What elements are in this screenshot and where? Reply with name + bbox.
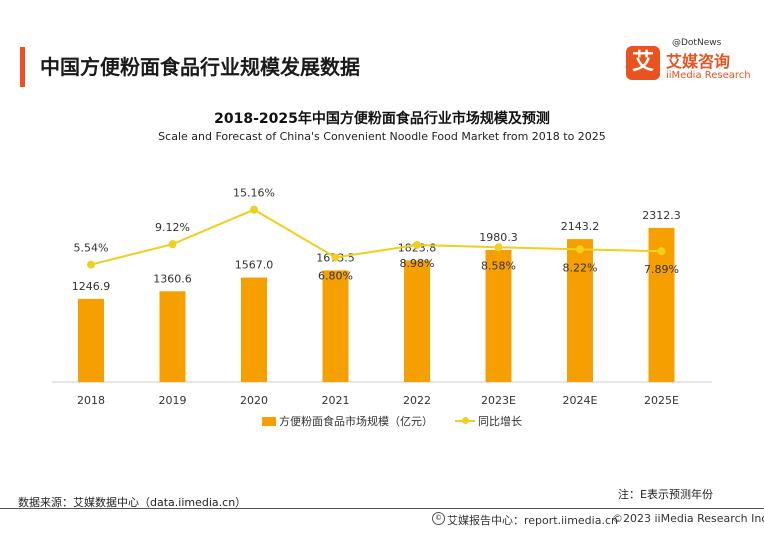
legend-bar-label: 方便粉面食品市场规模（亿元）	[279, 415, 433, 428]
brand-logo: 艾 艾媒咨询 iiMedia Research	[626, 46, 756, 90]
legend-line-swatch	[455, 417, 475, 424]
x-tick-2020: 2020	[240, 394, 268, 407]
bar-2018	[78, 298, 104, 382]
page-title: 中国方便粉面食品行业规模发展数据	[40, 55, 360, 79]
growth-label-2021: 6.80%	[318, 269, 353, 282]
copyright: ©2023 iiMedia Research Inc	[612, 512, 764, 525]
bar-2021	[322, 270, 349, 382]
bar-label-2023E: 1980.3	[479, 231, 518, 244]
watermark: @DotNews	[672, 38, 722, 48]
data-source: 数据来源：艾媒数据中心（data.iimedia.cn）	[18, 496, 247, 509]
bar-label-2024E: 2143.2	[561, 220, 600, 233]
growth-label-2020: 15.16%	[233, 187, 275, 200]
growth-point-2021	[331, 253, 340, 262]
bar-2019	[159, 291, 186, 382]
bar-2022	[404, 260, 430, 382]
growth-line	[90, 208, 662, 266]
title-accent-bar	[20, 47, 25, 87]
footer: © 艾媒报告中心：report.iimedia.cn ©2023 iiMedia…	[0, 512, 764, 530]
growth-point-2023E	[494, 243, 503, 252]
growth-label-2024E: 8.22%	[563, 261, 598, 274]
growth-label-2019: 9.12%	[155, 221, 190, 234]
chart-title: 2018-2025年中国方便粉面食品行业市场规模及预测	[214, 111, 550, 127]
bar-2023E	[485, 249, 512, 382]
growth-point-2018	[87, 260, 95, 269]
forecast-note: 注：E表示预测年份	[618, 488, 713, 501]
footer-divider	[0, 508, 764, 509]
growth-point-2022	[413, 240, 421, 249]
growth-label-2025E: 7.89%	[644, 263, 679, 276]
x-tick-2018: 2018	[77, 394, 105, 407]
legend-line-label: 同比增长	[478, 415, 522, 428]
x-tick-2023E: 2023E	[481, 394, 516, 407]
chart-legend: 方便粉面食品市场规模（亿元） 同比增长	[262, 413, 522, 429]
brand-name-en: iiMedia Research	[666, 70, 751, 81]
bar-label-2018: 1246.9	[72, 280, 111, 293]
copyright-icon: ©	[432, 512, 445, 525]
bar-label-2019: 1360.6	[153, 272, 192, 285]
growth-label-2023E: 8.58%	[481, 259, 516, 272]
bar-label-2020: 1567.0	[235, 259, 274, 272]
legend-bar-swatch	[262, 416, 276, 426]
x-tick-2025E: 2025E	[644, 394, 679, 407]
growth-label-2018: 5.54%	[74, 242, 109, 255]
x-tick-2022: 2022	[403, 394, 431, 407]
x-tick-2024E: 2024E	[563, 394, 598, 407]
chart-subtitle: Scale and Forecast of China's Convenient…	[158, 130, 606, 143]
brand-logo-icon: 艾	[626, 46, 660, 80]
growth-point-2025E	[657, 247, 666, 256]
bar-2024E	[567, 239, 593, 382]
x-tick-2021: 2021	[322, 394, 350, 407]
x-tick-2019: 2019	[159, 394, 187, 407]
growth-point-2019	[168, 240, 177, 249]
growth-point-2024E	[576, 245, 584, 254]
bar-2020	[241, 277, 267, 382]
bar-label-2025E: 2312.3	[642, 209, 681, 222]
report-center: 艾媒报告中心：report.iimedia.cn	[447, 514, 618, 527]
growth-point-2020	[250, 205, 258, 214]
brand-name-cn: 艾媒咨询	[666, 52, 731, 71]
growth-label-2022: 8.98%	[400, 257, 435, 270]
